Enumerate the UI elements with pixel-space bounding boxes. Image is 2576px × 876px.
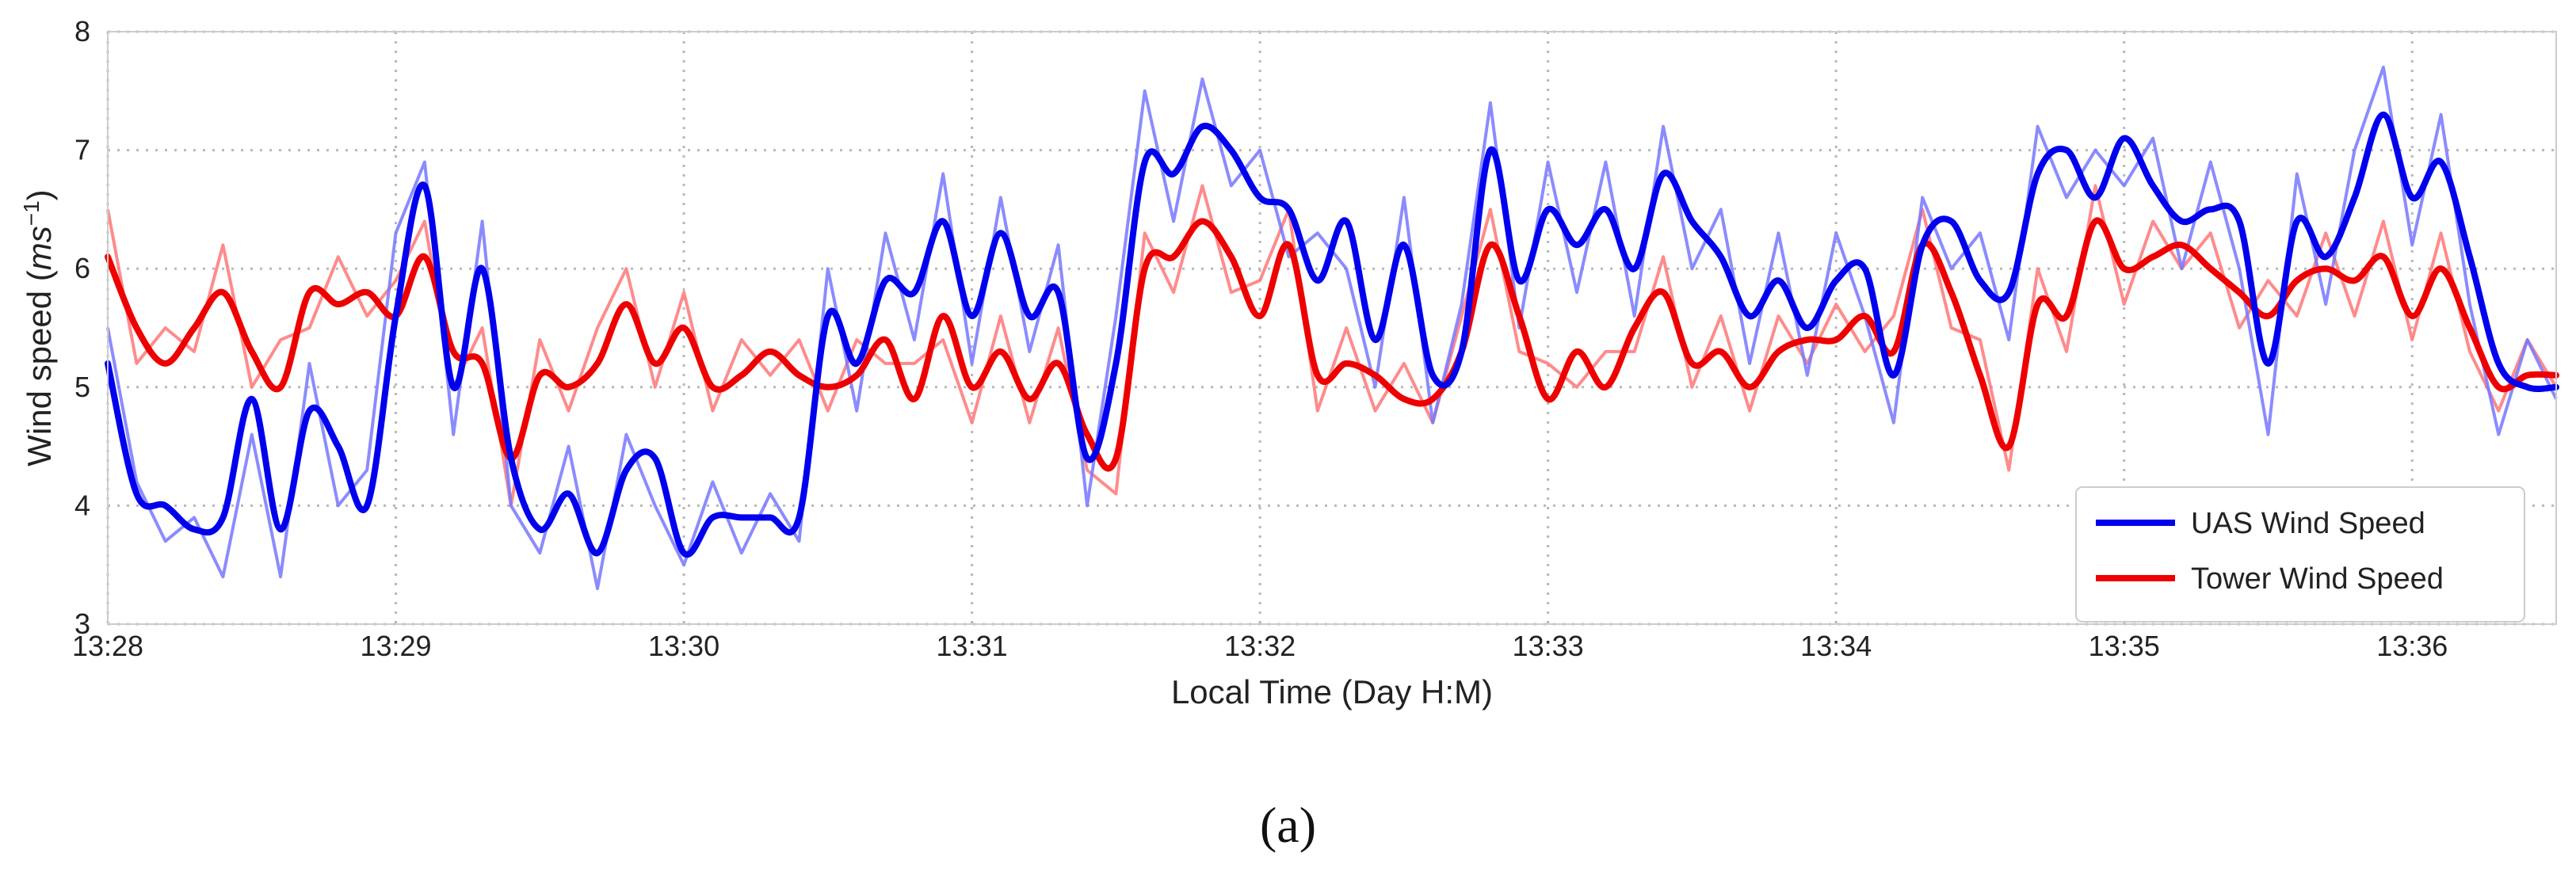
legend-box xyxy=(2075,486,2525,623)
x-tick-label: 13:30 xyxy=(648,630,719,662)
legend-tower-label: Tower Wind Speed xyxy=(2191,562,2444,596)
y-axis-title-unit: ms xyxy=(21,226,58,270)
y-axis-title: Wind speed (ms−1) xyxy=(19,189,59,466)
y-tick-labels: 3 4 5 6 7 8 xyxy=(74,15,90,640)
y-tick-label: 6 xyxy=(74,252,90,284)
x-tick-label: 13:35 xyxy=(2089,630,2160,662)
x-tick-label: 13:34 xyxy=(1800,630,1872,662)
x-tick-label: 13:29 xyxy=(360,630,431,662)
y-tick-label: 5 xyxy=(74,371,90,403)
y-axis-title-exponent: −1 xyxy=(19,200,44,226)
legend: UAS Wind Speed Tower Wind Speed xyxy=(2075,486,2525,623)
x-tick-label: 13:31 xyxy=(937,630,1008,662)
figure-caption: (a) xyxy=(1259,797,1317,853)
x-tick-label: 13:28 xyxy=(72,630,143,662)
y-tick-label: 8 xyxy=(74,15,90,48)
x-tick-label: 13:33 xyxy=(1513,630,1584,662)
y-tick-label: 4 xyxy=(74,489,90,521)
legend-uas-label: UAS Wind Speed xyxy=(2191,507,2425,540)
y-axis-title-close: ) xyxy=(21,189,58,200)
x-tick-labels: 13:28 13:29 13:30 13:31 13:32 13:33 13:34 13:35… xyxy=(72,630,2448,662)
x-tick-label: 13:36 xyxy=(2376,630,2448,662)
smoothed-series-layer xyxy=(105,111,2559,558)
uas-smoothed-line xyxy=(105,111,2559,558)
y-tick-label: 3 xyxy=(74,607,90,640)
y-axis-title-main: Wind speed ( xyxy=(21,270,58,466)
tower-smoothed-line xyxy=(105,217,2559,472)
tower-raw-line xyxy=(106,184,2558,508)
x-tick-label: 13:32 xyxy=(1224,630,1296,662)
x-axis-title: Local Time (Day H:M) xyxy=(1171,673,1493,710)
y-tick-label: 7 xyxy=(74,134,90,166)
wind-speed-chart: 13:28 13:29 13:30 13:31 13:32 13:33 13:34 13:35… xyxy=(19,15,2559,710)
plot-frame xyxy=(107,31,2557,625)
